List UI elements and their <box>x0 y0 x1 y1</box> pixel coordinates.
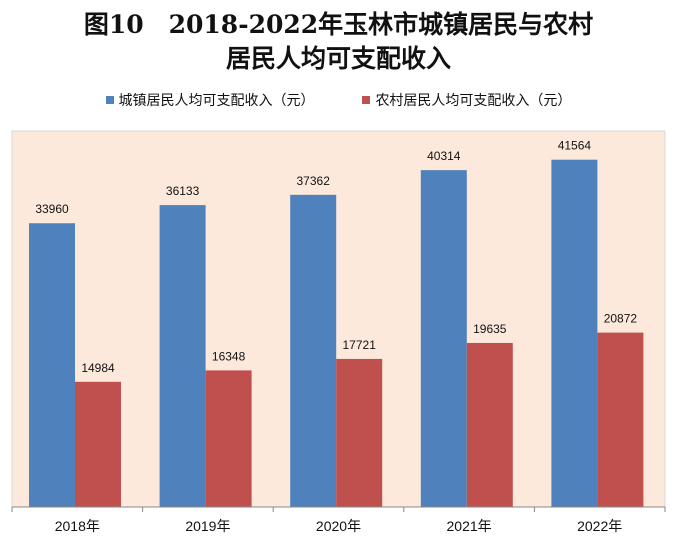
data-label: 33960 <box>35 202 69 216</box>
bar-urban <box>29 223 75 507</box>
data-label: 17721 <box>343 338 377 352</box>
data-label: 40314 <box>427 149 461 163</box>
chart-title: 图10 2018-2022年玉林市城镇居民与农村 居民人均可支配收入 <box>0 8 677 76</box>
bar-urban <box>551 159 598 507</box>
legend: 城镇居民人均可支配收入（元） 农村居民人均可支配收入（元） <box>0 90 677 110</box>
bar-rural <box>336 358 383 507</box>
x-tick-label: 2022年 <box>577 518 622 534</box>
bar-urban <box>420 170 467 508</box>
data-label: 20872 <box>604 312 638 326</box>
data-label: 16348 <box>212 349 246 363</box>
data-label: 41564 <box>558 139 592 153</box>
legend-label-rural: 农村居民人均可支配收入（元） <box>375 92 572 108</box>
bar-rural <box>205 370 252 507</box>
legend-swatch-urban <box>105 96 114 104</box>
legend-swatch-rural <box>362 96 371 104</box>
data-label: 37362 <box>297 174 331 188</box>
chart-title-line2: 居民人均可支配收入 <box>225 44 451 73</box>
x-tick-label: 2018年 <box>55 518 100 534</box>
x-tick-label: 2021年 <box>447 518 492 534</box>
x-tick-label: 2020年 <box>316 518 361 534</box>
data-label: 19635 <box>473 322 507 336</box>
bar-rural <box>597 332 644 507</box>
bar-urban <box>159 205 206 507</box>
legend-label-urban: 城镇居民人均可支配收入（元） <box>118 92 315 108</box>
legend-item-urban: 城镇居民人均可支配收入（元） <box>105 90 315 110</box>
x-tick-label: 2019年 <box>185 518 230 534</box>
data-label: 36133 <box>166 184 200 198</box>
bar-urban <box>290 194 337 507</box>
bar-rural <box>75 381 121 507</box>
legend-item-rural: 农村居民人均可支配收入（元） <box>362 90 571 110</box>
data-label: 14984 <box>81 361 115 375</box>
bar-rural <box>466 342 513 507</box>
chart-title-line1: 图10 2018-2022年玉林市城镇居民与农村 <box>83 10 594 39</box>
